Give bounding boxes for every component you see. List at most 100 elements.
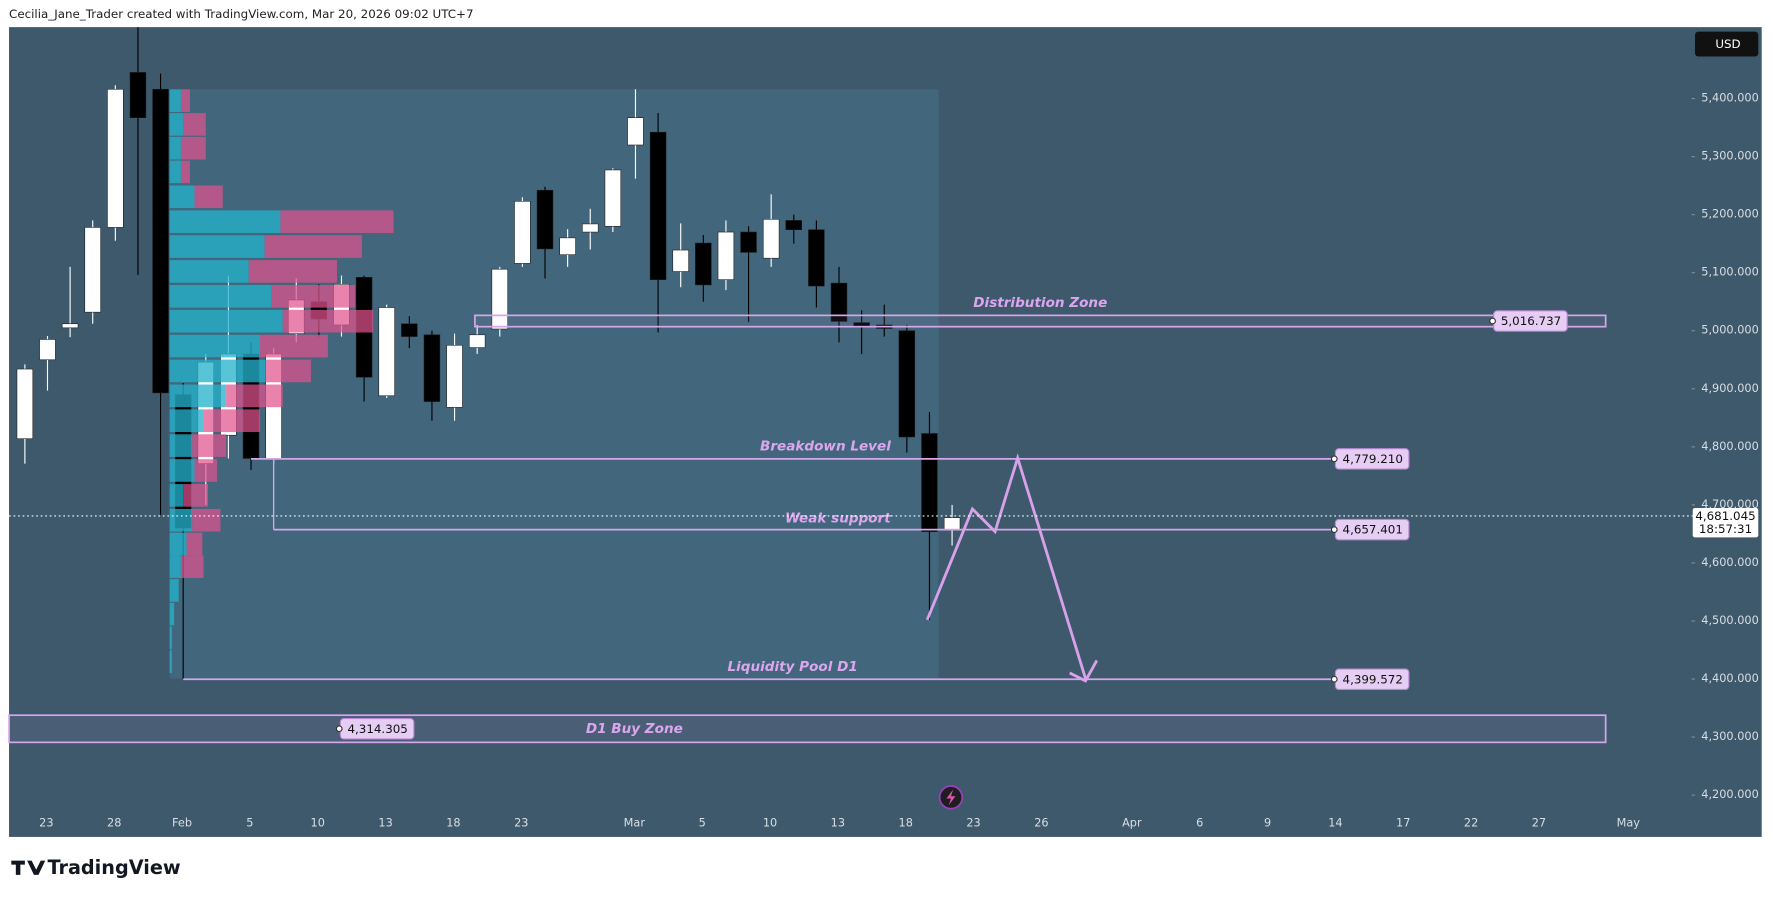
x-tick-label: 23 [39, 816, 53, 829]
profile-bar-sell [180, 89, 190, 112]
candle-body [39, 339, 56, 361]
x-tick-label: 28 [107, 816, 121, 829]
profile-bar-sell [194, 185, 223, 209]
profile-bar-sell [186, 532, 203, 556]
level-name: Weak support [785, 510, 891, 526]
currency-box[interactable] [1694, 31, 1759, 57]
y-tick-label: 4,400.000 [1701, 672, 1758, 685]
profile-bar-sell [271, 285, 356, 308]
candle-body [785, 220, 802, 231]
profile-bar-buy [169, 235, 265, 258]
x-tick-label: 5 [246, 816, 253, 829]
level-tag: 4,399.572 [1343, 672, 1403, 686]
x-tick-label: 13 [831, 816, 845, 829]
profile-bar-buy [169, 626, 172, 650]
events-bolt [946, 789, 956, 806]
level-tag: 4,657.401 [1343, 523, 1403, 537]
currency: USD [1715, 37, 1740, 51]
profile-bar-buy [169, 185, 195, 209]
level-anchor [1330, 526, 1338, 534]
level-name: Breakdown Level [760, 438, 891, 454]
profile-bar-buy [169, 210, 281, 233]
level-anchor [1330, 455, 1338, 463]
candle-body [830, 282, 848, 322]
candle-body [717, 231, 735, 280]
profile-bar-sell [282, 309, 374, 333]
projection-path [925, 453, 1087, 680]
x-tick-label: May [1617, 816, 1641, 829]
brand-logo [11, 860, 46, 875]
x-tick-label: 22 [1464, 816, 1478, 829]
x-tick-label: 18 [899, 816, 913, 829]
level-anchor [1489, 317, 1496, 325]
profile-bar-buy [169, 160, 181, 184]
candle-body [672, 249, 689, 272]
profile-bar-sell [192, 508, 221, 532]
profile-bar-buy [169, 334, 261, 358]
profile-bar-buy [169, 260, 249, 283]
y-tick-label: 5,100.000 [1701, 266, 1758, 279]
level-name: Liquidity Pool D1 [727, 659, 857, 675]
y-tick-label: 4,600.000 [1701, 556, 1758, 569]
profile-bar-sell [192, 434, 227, 457]
x-tick-label: 10 [763, 816, 777, 829]
profile-bar-sell [226, 384, 283, 408]
candle-body [423, 334, 441, 402]
countdown: 18:57:31 [1699, 522, 1752, 536]
brand: TradingView [47, 856, 180, 879]
x-tick-label: 17 [1396, 816, 1410, 829]
level-anchor [1330, 675, 1338, 683]
profile-bar-buy [169, 459, 195, 482]
candle-body [604, 169, 622, 227]
x-tick-label: 18 [446, 816, 460, 829]
profile-bar-sell [180, 160, 190, 184]
level-name: Distribution Zone [973, 295, 1107, 311]
x-tick-label: 27 [1532, 816, 1546, 829]
profile-bar-buy [169, 650, 172, 673]
projection-arrowhead [1069, 659, 1099, 683]
x-tick-label: 23 [514, 816, 528, 829]
candle-body [152, 88, 169, 394]
profile-bar-buy [169, 359, 266, 383]
volume-profile [169, 89, 394, 673]
y-tick-label: 5,300.000 [1701, 150, 1758, 163]
candle-body [491, 268, 508, 330]
current-price-label: 4,681.045 [1695, 509, 1755, 523]
profile-bar-buy [169, 555, 181, 578]
candle-body [627, 117, 644, 146]
profile-bar-buy [169, 309, 283, 333]
level-tag: 4,314.305 [347, 722, 407, 736]
x-tick-label: Feb [172, 816, 192, 829]
y-tick-label: 5,200.000 [1701, 208, 1758, 221]
zone-box [474, 314, 1607, 328]
profile-bar-buy [169, 113, 184, 136]
profile-bar-sell [180, 136, 206, 160]
candle-body [468, 334, 486, 348]
level-tag: 4,779.210 [1343, 452, 1403, 466]
x-tick-label: 5 [699, 816, 706, 829]
candle-body [16, 368, 34, 439]
profile-range [169, 89, 939, 679]
profile-bar-buy [169, 579, 179, 602]
profile-bar-sell [180, 555, 204, 578]
candle-body [649, 131, 667, 280]
x-tick-label: 6 [1196, 816, 1203, 829]
profile-bar-buy [169, 409, 204, 433]
candle-body [582, 223, 599, 233]
profile-bar-buy [169, 602, 175, 626]
y-tick-label: 4,900.000 [1701, 382, 1758, 395]
header: Cecilia_Jane_Trader created with Trading… [9, 7, 473, 21]
candle-body [401, 323, 418, 337]
zone-box [8, 714, 1607, 744]
profile-bar-sell [194, 459, 218, 482]
candle-body [446, 344, 463, 408]
level-tag: 5,016.737 [1501, 314, 1561, 328]
candle-body [808, 229, 825, 287]
y-tick-label: 4,200.000 [1701, 788, 1758, 801]
profile-bar-buy [169, 285, 272, 308]
profile-bar-sell [265, 359, 311, 383]
profile-bar-sell [264, 235, 362, 258]
y-tick-label: 5,400.000 [1701, 92, 1758, 105]
candle-body [378, 307, 395, 397]
candle-body [898, 330, 916, 438]
